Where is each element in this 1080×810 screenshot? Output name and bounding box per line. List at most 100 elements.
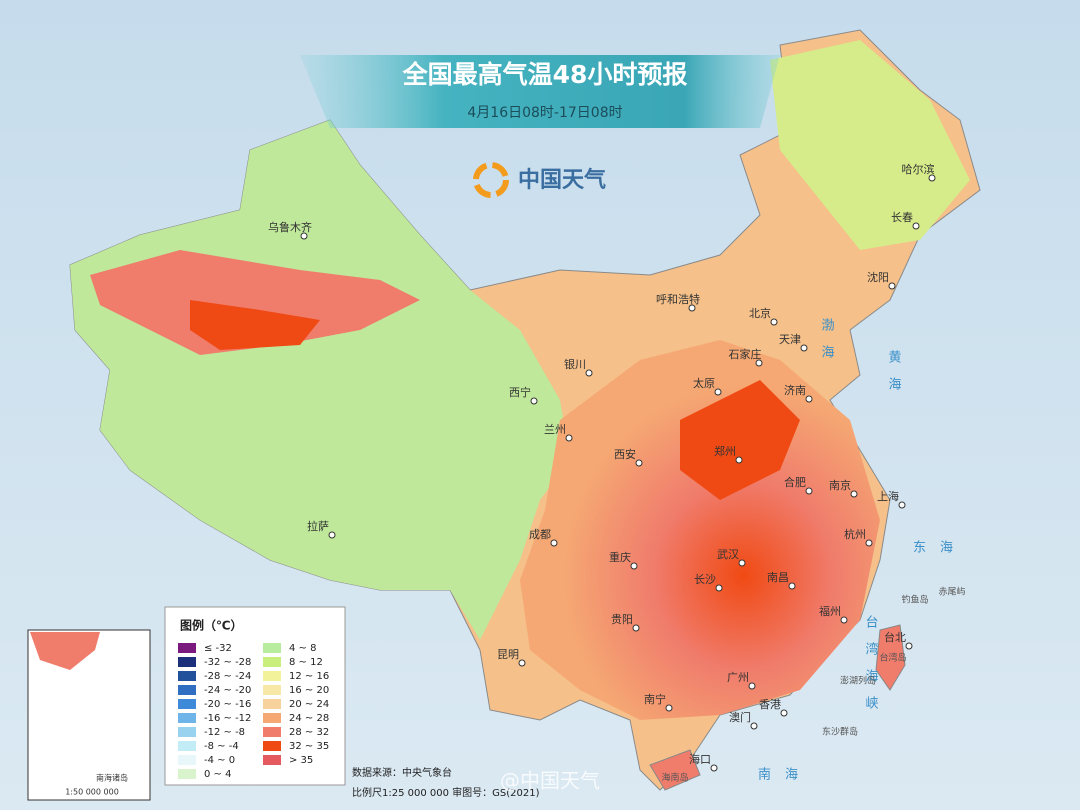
city-dot — [714, 388, 722, 396]
city-label: 长沙 — [694, 573, 716, 586]
city-dot — [735, 456, 743, 464]
city-label: 上海 — [877, 489, 899, 503]
legend-swatch — [178, 699, 196, 709]
legend-label: 24 ~ 28 — [289, 713, 329, 724]
city-label: 哈尔滨 — [902, 162, 935, 176]
city-dot — [912, 222, 920, 230]
legend-label: -4 ~ 0 — [204, 755, 235, 766]
city-label: 澳门 — [729, 710, 751, 724]
legend-title: 图例（℃） — [180, 618, 243, 633]
legend-swatch — [178, 741, 196, 751]
city-dot — [530, 397, 538, 405]
legend-swatch — [178, 685, 196, 695]
city-label: 杭州 — [844, 527, 866, 541]
legend-label: 12 ~ 16 — [289, 671, 329, 682]
legend-swatch — [263, 643, 281, 653]
legend-label: 32 ~ 35 — [289, 741, 329, 752]
sea-label: 台湾海峡 — [863, 615, 879, 723]
city-label: 香港 — [759, 698, 781, 711]
legend-label: ≤ -32 — [204, 643, 232, 654]
city-dot — [898, 501, 906, 509]
legend-swatch — [263, 727, 281, 737]
city-dot — [770, 318, 778, 326]
city-label: 武汉 — [717, 548, 739, 561]
city-dot — [748, 682, 756, 690]
inset-land — [30, 632, 100, 670]
city-label: 昆明 — [497, 648, 519, 661]
city-dot — [800, 344, 808, 352]
city-label: 重庆 — [609, 550, 631, 564]
logo-icon — [473, 162, 509, 198]
city-label: 合肥 — [784, 475, 806, 489]
legend-swatch — [263, 671, 281, 681]
legend-label: 0 ~ 4 — [204, 769, 231, 780]
city-label: 长春 — [891, 211, 913, 224]
inset-label: 南海诸岛 — [96, 773, 128, 783]
logo-text: 中国天气 — [518, 167, 606, 193]
city-dot — [585, 369, 593, 377]
legend-swatch — [178, 727, 196, 737]
legend-label: -12 ~ -8 — [204, 727, 245, 738]
city-dot — [328, 531, 336, 539]
city-label: 乌鲁木齐 — [268, 220, 312, 234]
title: 全国最高气温48小时预报 — [402, 60, 688, 89]
legend-swatch — [178, 671, 196, 681]
city-dot — [788, 582, 796, 590]
city-label: 郑州 — [714, 444, 736, 458]
inset-scale: 1:50 000 000 — [65, 788, 119, 797]
city-dot — [715, 584, 723, 592]
city-label: 成都 — [529, 528, 551, 541]
city-label: 福州 — [819, 604, 841, 618]
city-dot — [850, 490, 858, 498]
city-dot — [635, 459, 643, 467]
legend-swatch — [263, 699, 281, 709]
sea-label: 南海 — [758, 767, 812, 783]
city-label: 台北 — [884, 630, 906, 644]
city-dot — [840, 616, 848, 624]
island-label: 台湾岛 — [879, 652, 906, 664]
legend-label: -28 ~ -24 — [204, 671, 251, 682]
city-label: 呼和浩特 — [656, 292, 700, 306]
city-label: 沈阳 — [867, 270, 889, 284]
city-dot — [550, 539, 558, 547]
legend-swatch — [178, 657, 196, 667]
legend-swatch — [178, 713, 196, 723]
city-dot — [688, 304, 696, 312]
legend-label: -32 ~ -28 — [204, 657, 251, 668]
legend-swatch — [178, 755, 196, 765]
city-label: 贵阳 — [611, 613, 633, 626]
city-dot — [738, 559, 746, 567]
legend-swatch — [263, 741, 281, 751]
legend-swatch — [178, 643, 196, 653]
legend-swatch — [178, 769, 196, 779]
city-dot — [755, 359, 763, 367]
city-dot — [630, 562, 638, 570]
city-dot — [805, 395, 813, 403]
city-label: 西宁 — [509, 385, 531, 399]
sea-label: 渤海 — [819, 317, 835, 372]
island-label: 东沙群岛 — [822, 726, 858, 738]
legend-label: 20 ~ 24 — [289, 699, 329, 710]
city-dot — [750, 722, 758, 730]
legend-label: 16 ~ 20 — [289, 685, 329, 696]
legend-swatch — [263, 685, 281, 695]
city-dot — [888, 282, 896, 290]
city-label: 兰州 — [544, 423, 566, 436]
title-banner — [300, 55, 780, 128]
city-label: 西安 — [614, 447, 636, 461]
legend-swatch — [263, 713, 281, 723]
city-label: 南昌 — [767, 571, 789, 584]
sea-label: 东海 — [913, 541, 967, 556]
legend-label: -20 ~ -16 — [204, 699, 251, 710]
subtitle: 4月16日08时-17日08时 — [467, 105, 622, 121]
city-dot — [710, 764, 718, 772]
city-label: 南宁 — [644, 692, 666, 706]
legend-label: -8 ~ -4 — [204, 741, 239, 752]
island-label: 赤尾屿 — [938, 587, 965, 598]
sea-label: 黄海 — [886, 350, 902, 404]
city-dot — [300, 232, 308, 240]
city-dot — [780, 709, 788, 717]
source: 数据来源：中央气象台 — [352, 766, 452, 779]
city-label: 北京 — [749, 306, 771, 320]
